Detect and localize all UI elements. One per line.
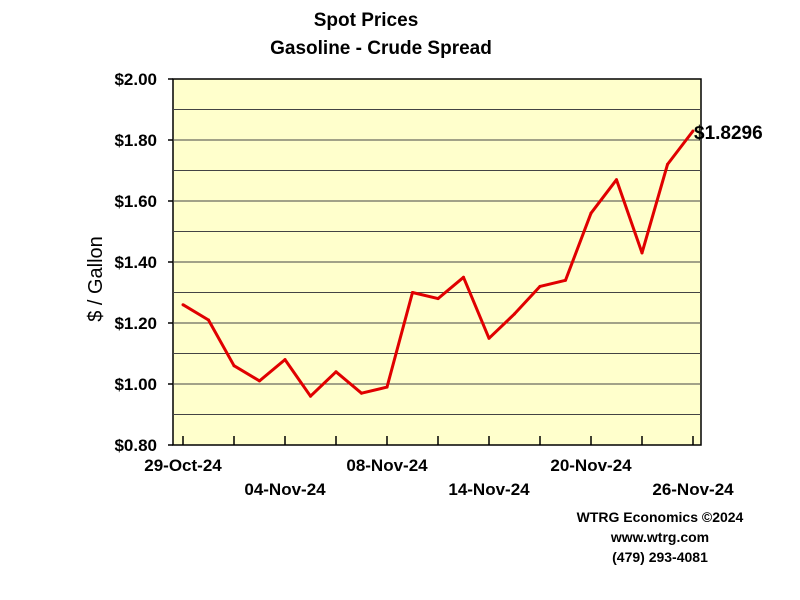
data-point	[334, 370, 338, 374]
data-point	[513, 312, 516, 316]
data-point	[181, 303, 185, 307]
y-tick-label: $1.20	[114, 314, 157, 333]
x-tick-label: 26-Nov-24	[652, 480, 734, 499]
data-point	[385, 385, 389, 389]
credit-company: WTRG Economics ©2024	[576, 509, 744, 525]
y-axis: $0.80 $1.00 $1.20 $1.40 $1.60 $1.80 $2.00	[114, 70, 173, 455]
data-point	[487, 336, 491, 340]
y-tick-label: $1.40	[114, 253, 157, 272]
gridlines	[173, 109, 701, 415]
y-tick-label: $0.80	[114, 436, 157, 455]
y-axis-label: $ / Gallon	[85, 236, 107, 322]
x-tick-label: 08-Nov-24	[346, 456, 428, 475]
end-value-label: $1.8296	[694, 123, 763, 144]
data-point	[691, 129, 695, 133]
chart-title: Spot Prices	[314, 10, 419, 31]
data-point	[615, 178, 618, 182]
y-tick-label: $1.80	[114, 131, 157, 150]
x-tick-label: 04-Nov-24	[244, 480, 326, 499]
data-point	[666, 162, 669, 166]
data-point	[436, 297, 440, 301]
data-point	[411, 291, 414, 294]
credit-website: www.wtrg.com	[610, 529, 710, 545]
x-tick-label: 20-Nov-24	[550, 456, 632, 475]
series-layer	[181, 129, 695, 398]
data-point	[589, 211, 593, 215]
x-tick-label: 14-Nov-24	[448, 480, 530, 499]
chart-subtitle: Gasoline - Crude Spread	[270, 38, 492, 59]
data-point	[207, 318, 210, 322]
x-tick-label: 29-Oct-24	[144, 456, 222, 475]
y-tick-label: $1.00	[114, 375, 157, 394]
data-point	[538, 284, 542, 288]
y-tick-label: $1.60	[114, 192, 157, 211]
x-axis: 29-Oct-24 04-Nov-24 08-Nov-24 14-Nov-24 20-N…	[144, 436, 734, 499]
data-point	[232, 364, 236, 368]
data-point	[360, 391, 363, 395]
credit-phone: (479) 293-4081	[612, 549, 708, 565]
data-point	[258, 379, 261, 383]
data-point	[564, 278, 567, 282]
data-point	[283, 358, 287, 362]
data-point	[309, 394, 312, 398]
data-point	[462, 275, 465, 279]
y-tick-label: $2.00	[114, 70, 157, 89]
data-point	[640, 251, 644, 255]
